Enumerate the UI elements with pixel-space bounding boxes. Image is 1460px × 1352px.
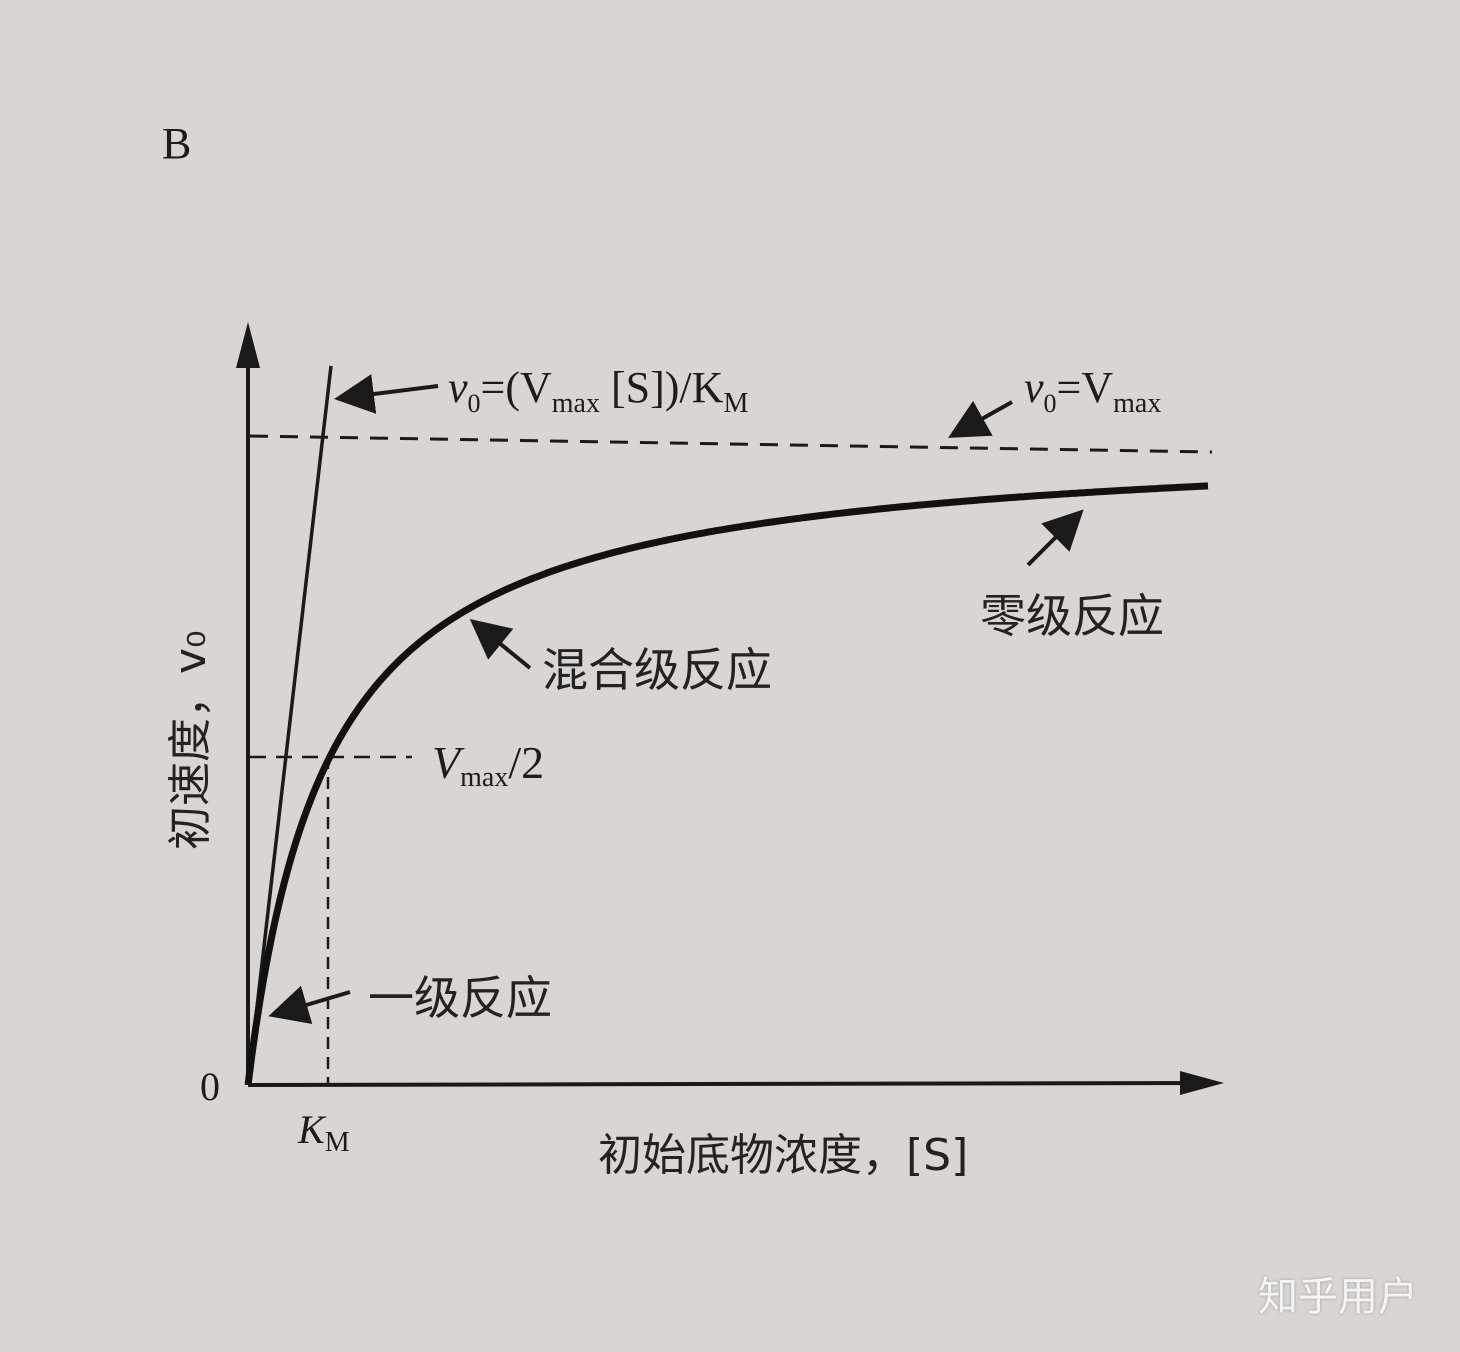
zero-order-arrow xyxy=(1026,509,1084,567)
vmax-eq-arrow xyxy=(948,400,1013,438)
km-label: KM xyxy=(297,1107,350,1158)
panel-label: B xyxy=(162,119,191,168)
x-axis-arrowhead xyxy=(1180,1071,1224,1095)
vmax-equation-label: v0=Vmax xyxy=(1024,363,1161,419)
watermark: 知乎用户 xyxy=(1258,1274,1418,1320)
first-order-label: 一级反应 xyxy=(368,971,552,1025)
y-axis-arrowhead xyxy=(236,322,260,368)
zero-order-label: 零级反应 xyxy=(980,589,1164,643)
mixed-order-label: 混合级反应 xyxy=(542,643,772,697)
michaelis-menten-curve xyxy=(244,482,1209,1086)
vmax-asymptote xyxy=(249,434,1213,454)
x-axis xyxy=(247,1081,1201,1087)
first-order-tangent-line xyxy=(246,365,333,1086)
linear-eq-arrow xyxy=(334,374,439,414)
half-vmax-label: Vmax/2 xyxy=(432,737,544,793)
mixed-order-arrow xyxy=(469,618,532,670)
y-axis-label: 初速度，v₀ xyxy=(165,630,216,850)
origin-label: 0 xyxy=(200,1064,220,1109)
first-order-arrow xyxy=(268,985,351,1025)
linear-equation-label: v0=(Vmax [S])/KM xyxy=(448,363,748,419)
x-axis-label: 初始底物浓度，[S] xyxy=(598,1130,968,1181)
